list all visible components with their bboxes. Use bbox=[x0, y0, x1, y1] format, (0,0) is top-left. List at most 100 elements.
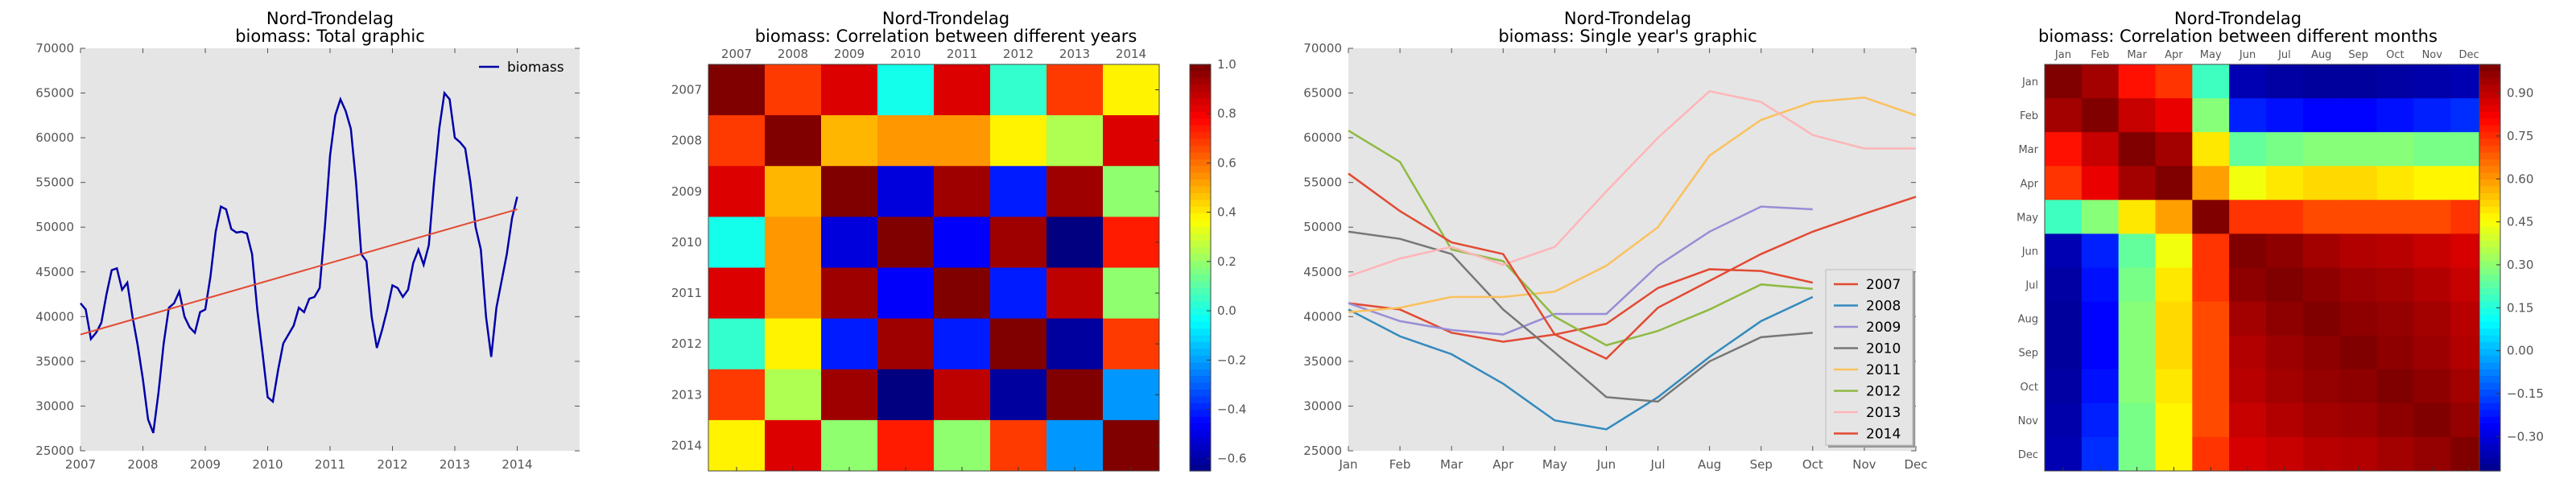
colorbar-segment bbox=[2479, 287, 2500, 295]
heatmap-cell bbox=[2045, 64, 2083, 99]
y-tick-label: 30000 bbox=[35, 398, 74, 413]
y-tick-label: 35000 bbox=[1303, 354, 1342, 369]
series-line-biomass bbox=[80, 90, 518, 434]
x-tick-label: 2007 bbox=[721, 47, 752, 61]
heatmap-cell bbox=[934, 419, 991, 472]
heatmap-cell bbox=[2192, 436, 2230, 472]
colorbar-segment bbox=[2479, 301, 2500, 309]
y-tick-label: 60000 bbox=[1303, 130, 1342, 145]
heatmap-cell bbox=[2266, 335, 2304, 370]
heatmap-cell bbox=[765, 64, 822, 116]
colorbar-segment bbox=[2479, 166, 2500, 174]
heatmap-cell bbox=[1046, 115, 1104, 167]
heatmap-cell bbox=[2155, 267, 2193, 303]
x-tick-label: Oct bbox=[1802, 457, 1823, 472]
heatmap-cell bbox=[877, 419, 935, 472]
chart-subtitle: biomass: Total graphic bbox=[235, 27, 425, 46]
colorbar-segment bbox=[2479, 335, 2500, 343]
heatmap-cell bbox=[2155, 335, 2193, 370]
heatmap-cell bbox=[2192, 132, 2230, 167]
heatmap-cell bbox=[990, 217, 1047, 268]
colorbar-segment bbox=[1190, 267, 1211, 275]
heatmap-cell bbox=[2081, 64, 2120, 99]
x-tick-label: 2013 bbox=[440, 457, 470, 472]
heatmap-cell bbox=[2302, 369, 2341, 404]
heatmap-cell bbox=[1046, 318, 1104, 370]
heatmap-cell bbox=[821, 369, 878, 421]
colorbar-segment bbox=[1190, 227, 1211, 235]
x-tick-label: Jan bbox=[2054, 49, 2071, 61]
colorbar-segment bbox=[1190, 308, 1211, 316]
heatmap-cell bbox=[2376, 200, 2414, 234]
heatmap-cell bbox=[765, 318, 822, 370]
heatmap-cell bbox=[1103, 419, 1160, 472]
heatmap-cell bbox=[2045, 98, 2083, 133]
heatmap-cell bbox=[2339, 166, 2377, 200]
colorbar-segment bbox=[2479, 267, 2500, 275]
y-tick-label: Jan bbox=[2021, 76, 2038, 89]
heatmap-cell bbox=[2155, 200, 2193, 234]
heatmap-cell bbox=[2339, 436, 2377, 472]
heatmap-cell bbox=[934, 115, 991, 167]
colorbar-segment bbox=[2479, 430, 2500, 438]
heatmap-cell bbox=[990, 369, 1047, 421]
colorbar-segment bbox=[2479, 111, 2500, 119]
colorbar-segment bbox=[1190, 172, 1211, 180]
heatmap-cell bbox=[2229, 335, 2267, 370]
heatmap-cell bbox=[2413, 233, 2451, 268]
heatmap-cell bbox=[990, 419, 1047, 472]
colorbar-segment bbox=[1190, 342, 1211, 350]
x-tick-label: 2011 bbox=[315, 457, 345, 472]
heatmap-cell bbox=[2081, 132, 2120, 167]
colorbar-segment bbox=[1190, 450, 1211, 458]
heatmap-cell bbox=[708, 318, 766, 370]
heatmap-cell bbox=[2376, 436, 2414, 472]
y-tick-label: 50000 bbox=[35, 220, 74, 234]
legend-label: 2013 bbox=[1866, 405, 1901, 421]
colorbar-segment bbox=[2479, 85, 2500, 93]
heatmap-cell bbox=[2192, 369, 2230, 404]
plot-area-single-year: 25000 30000 35000 40000 45000 50000 55000 60000… bbox=[1303, 41, 1927, 472]
heatmap-cell bbox=[2266, 200, 2304, 234]
heatmap-cell bbox=[934, 166, 991, 217]
colorbar-segment bbox=[2479, 98, 2500, 106]
heatmap-cell bbox=[2118, 64, 2156, 99]
x-tick-label: 2007 bbox=[65, 457, 96, 472]
x-tick-label: Jul bbox=[2277, 49, 2291, 61]
series-line-2014 bbox=[1348, 172, 1917, 361]
x-tick-label: Aug bbox=[1698, 457, 1721, 472]
panel-total-graphic: Nord-Trondelag biomass: Total graphic 25… bbox=[35, 9, 580, 472]
colorbar-segment bbox=[2479, 146, 2500, 154]
colorbar-segment bbox=[2479, 321, 2500, 329]
heatmap-cell bbox=[2118, 335, 2156, 370]
colorbar-segment bbox=[1190, 85, 1211, 93]
heatmap-cell bbox=[2339, 301, 2377, 336]
heatmap-cell bbox=[2302, 166, 2341, 200]
panel-month-correlation: Nord-Trondelag biomass: Correlation betw… bbox=[2017, 9, 2544, 472]
colorbar-segment bbox=[1190, 213, 1211, 221]
x-tick-label: Dec bbox=[1904, 457, 1927, 472]
heatmap-cell bbox=[2413, 369, 2451, 404]
chart-title: Nord-Trondelag bbox=[1564, 9, 1691, 28]
legend-label: 2007 bbox=[1866, 277, 1901, 293]
colorbar-segment bbox=[2479, 261, 2500, 269]
heatmap-cell bbox=[2266, 64, 2304, 99]
panel-year-correlation: Nord-Trondelag biomass: Correlation betw… bbox=[671, 9, 1246, 472]
colorbar-segment bbox=[2479, 247, 2500, 255]
colorbar-segment bbox=[2479, 220, 2500, 228]
y-tick-label: 50000 bbox=[1303, 220, 1342, 234]
colorbar-segment bbox=[1190, 192, 1211, 200]
x-tick-label: Sep bbox=[1750, 457, 1773, 472]
heatmap-cell bbox=[2302, 267, 2341, 303]
y-tick-label: 2012 bbox=[671, 336, 702, 351]
x-tick-label: Feb bbox=[2091, 49, 2109, 61]
heatmap-cell bbox=[821, 217, 878, 268]
y-tick-label: Jul bbox=[2025, 280, 2038, 292]
legend-label: biomass bbox=[507, 60, 564, 76]
colorbar-segment bbox=[2479, 200, 2500, 208]
colorbar-segment bbox=[1190, 321, 1211, 329]
series-line-2013 bbox=[1348, 89, 1916, 278]
heatmap-cell bbox=[765, 369, 822, 421]
heatmap-cell bbox=[821, 115, 878, 167]
heatmap-cell bbox=[2081, 369, 2120, 404]
